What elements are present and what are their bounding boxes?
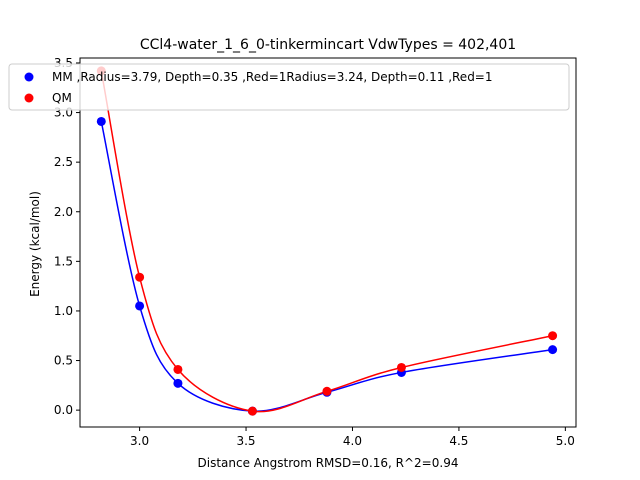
x-tick-label: 4.5 [449, 434, 468, 448]
legend-marker-mm [24, 72, 34, 82]
data-point-mm [173, 378, 183, 388]
legend-marker-qm [24, 93, 34, 103]
data-point-qm [548, 331, 558, 341]
data-point-qm [173, 364, 183, 374]
y-tick-label: 2.5 [54, 155, 73, 169]
chart-title: CCl4-water_1_6_0-tinkermincart VdwTypes … [140, 37, 516, 53]
data-point-qm [322, 386, 332, 396]
series-line-qm [100, 70, 553, 413]
y-tick-label: 1.5 [54, 254, 73, 268]
x-tick-label: 5.0 [556, 434, 575, 448]
data-point-qm [247, 406, 257, 416]
data-point-mm [135, 301, 145, 311]
legend: MM ,Radius=3.79, Depth=0.35 ,Red=1Radius… [8, 63, 570, 111]
y-axis-label: Energy (kcal/mol) [28, 191, 42, 297]
y-tick-label: 2.0 [54, 205, 73, 219]
data-point-qm [135, 272, 145, 282]
y-tick-label: 1.0 [54, 304, 73, 318]
x-tick-label: 3.5 [236, 434, 255, 448]
data-point-mm [96, 116, 106, 126]
y-tick-label: 0.0 [54, 403, 73, 417]
plot-area: 3.0 3.5 4.0 4.5 5.00.00.51.01.52.02.53.03.5 [54, 56, 577, 448]
axes-frame [79, 57, 577, 428]
legend-box [8, 63, 570, 111]
data-point-mm [548, 345, 558, 355]
y-tick-label: 0.5 [54, 354, 73, 368]
legend-label-mm: MM ,Radius=3.79, Depth=0.35 ,Red=1Radius… [52, 70, 493, 84]
x-tick-label: 3.0 [130, 434, 149, 448]
series-group [96, 66, 558, 416]
x-tick-label: 4.0 [343, 434, 362, 448]
legend-label-qm: QM [52, 91, 72, 105]
data-point-qm [396, 362, 406, 372]
x-axis-label: Distance Angstrom RMSD=0.16, R^2=0.94 [198, 456, 459, 470]
